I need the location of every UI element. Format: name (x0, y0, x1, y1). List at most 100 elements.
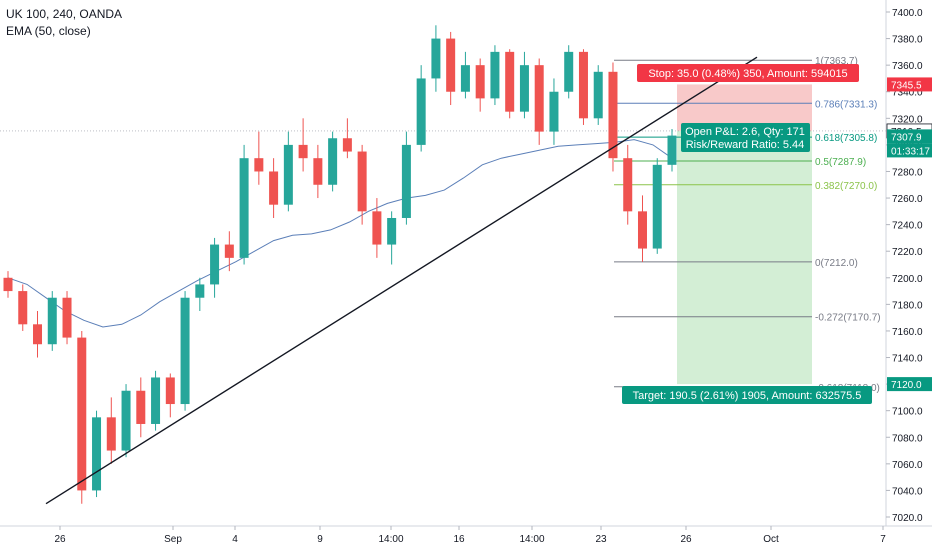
legend-indicator[interactable]: EMA (50, close) (6, 24, 91, 38)
price-tag-bg (887, 77, 932, 92)
ema-line-group (7, 139, 673, 328)
time-tick-label: Sep (164, 534, 182, 545)
candle-body (519, 65, 529, 112)
candle-body (416, 78, 426, 145)
legend: UK 100, 240, OANDA EMA (50, close) (6, 6, 122, 40)
candle-body (254, 158, 264, 172)
fib-label: 0(7212.0) (815, 258, 858, 269)
candle-body (593, 71, 603, 119)
candle-body (446, 38, 456, 92)
time-tick-label: 26 (680, 534, 692, 545)
price-tick-label: 7340.0 (892, 88, 923, 99)
open-pnl-bg (681, 123, 810, 152)
candle-body (637, 211, 647, 249)
fib-label: 0.618(7305.8) (815, 133, 877, 144)
fib-label: -0.272(7170.7) (815, 313, 881, 324)
price-tag: 01:33:17 (887, 143, 932, 158)
candle-body (460, 65, 470, 92)
candle-body (3, 277, 13, 292)
candle-body (165, 377, 175, 405)
risk-reward-text: Risk/Reward Ratio: 5.44 (686, 139, 805, 151)
candle-body (652, 164, 662, 249)
time-tick-label: 9 (317, 534, 323, 545)
candle-body (401, 144, 411, 218)
candle-body (18, 291, 28, 325)
candle-body (342, 138, 352, 152)
time-tick-label: 23 (595, 534, 607, 545)
fib-label: 0.5(7287.9) (815, 157, 866, 168)
candle-body (77, 337, 87, 491)
candle-body (210, 244, 220, 285)
candle-body (33, 324, 43, 345)
candle-body (92, 417, 102, 491)
candle-body (623, 158, 633, 212)
open-pnl-text: Open P&L: 2.6, Qty: 171 (685, 126, 805, 138)
candle-body (564, 51, 574, 92)
price-tick-label: 7280.0 (892, 167, 923, 178)
price-tag-text: 7120.0 (891, 380, 922, 391)
candle-body (578, 51, 588, 119)
candle-body (667, 135, 677, 165)
price-tick-label: 7040.0 (892, 486, 923, 497)
candle-body (224, 244, 234, 258)
price-tick-label: 7160.0 (892, 327, 923, 338)
price-tag: 7307.9 (887, 129, 932, 144)
price-tick-label: 7020.0 (892, 513, 923, 524)
time-axis[interactable]: 26 Sep 4 9 14:00 16 14:00 23 26 Oct 7 (0, 525, 932, 545)
target-zone (677, 130, 812, 385)
candle-body (387, 217, 397, 245)
price-tick-label: 7400.0 (892, 8, 923, 19)
time-tick-label: 14:00 (519, 534, 544, 545)
price-tag: 7345.5 (887, 77, 932, 92)
candle-body (283, 144, 293, 205)
price-tick-label: 7240.0 (892, 221, 923, 232)
price-tick-label: 7080.0 (892, 433, 923, 444)
price-tick-label: 7220.0 (892, 247, 923, 258)
price-tag: 7120.0 (887, 377, 932, 392)
position-labels: Stop: 35.0 (0.48%) 350, Amount: 594015 Op… (622, 64, 872, 404)
fib-label: 0.382(7270.0) (815, 181, 877, 192)
candle-body (313, 158, 323, 185)
price-tag-text: 7345.5 (891, 80, 922, 91)
price-tick-label: 7380.0 (892, 35, 923, 46)
candle-body (269, 171, 279, 205)
price-tag-bg (887, 377, 932, 392)
price-tag-bg (887, 143, 932, 158)
time-tick-label: Oct (763, 534, 779, 545)
candle-body (106, 417, 116, 451)
candle-body (357, 151, 367, 212)
candle-body (490, 51, 500, 99)
candle-body (180, 297, 190, 405)
stop-label-text: Stop: 35.0 (0.48%) 350, Amount: 594015 (648, 68, 847, 80)
trendline (45, 56, 758, 505)
legend-symbol[interactable]: UK 100, 240, OANDA (6, 7, 123, 21)
time-tick-label: 26 (54, 534, 66, 545)
time-tick-label: 14:00 (378, 534, 403, 545)
price-tick-label: 7200.0 (892, 274, 923, 285)
candle-body (431, 38, 441, 79)
stop-label: Stop: 35.0 (0.48%) 350, Amount: 594015 (637, 64, 859, 82)
price-tag-text: 01:33:17 (891, 146, 930, 157)
price-tick-label: 7060.0 (892, 460, 923, 471)
candle-body (195, 284, 205, 298)
price-tag-text: 7307.9 (891, 132, 922, 143)
candle-body (298, 144, 308, 159)
price-tick-label: 7180.0 (892, 300, 923, 311)
candle-body (505, 51, 515, 112)
target-label-bg (622, 386, 872, 404)
candle-body (475, 65, 485, 99)
candle-body (121, 390, 131, 451)
time-tick-label: 7 (880, 534, 886, 545)
price-tick-label: 7140.0 (892, 354, 923, 365)
stop-label-bg (637, 64, 859, 82)
fib-label: 1(7363.7) (815, 56, 858, 67)
candle-body (534, 65, 544, 132)
candle-body (239, 158, 249, 258)
candle-body (372, 211, 382, 245)
time-tick-label: 4 (232, 534, 238, 545)
fib-label: 0.786(7331.3) (815, 99, 877, 110)
